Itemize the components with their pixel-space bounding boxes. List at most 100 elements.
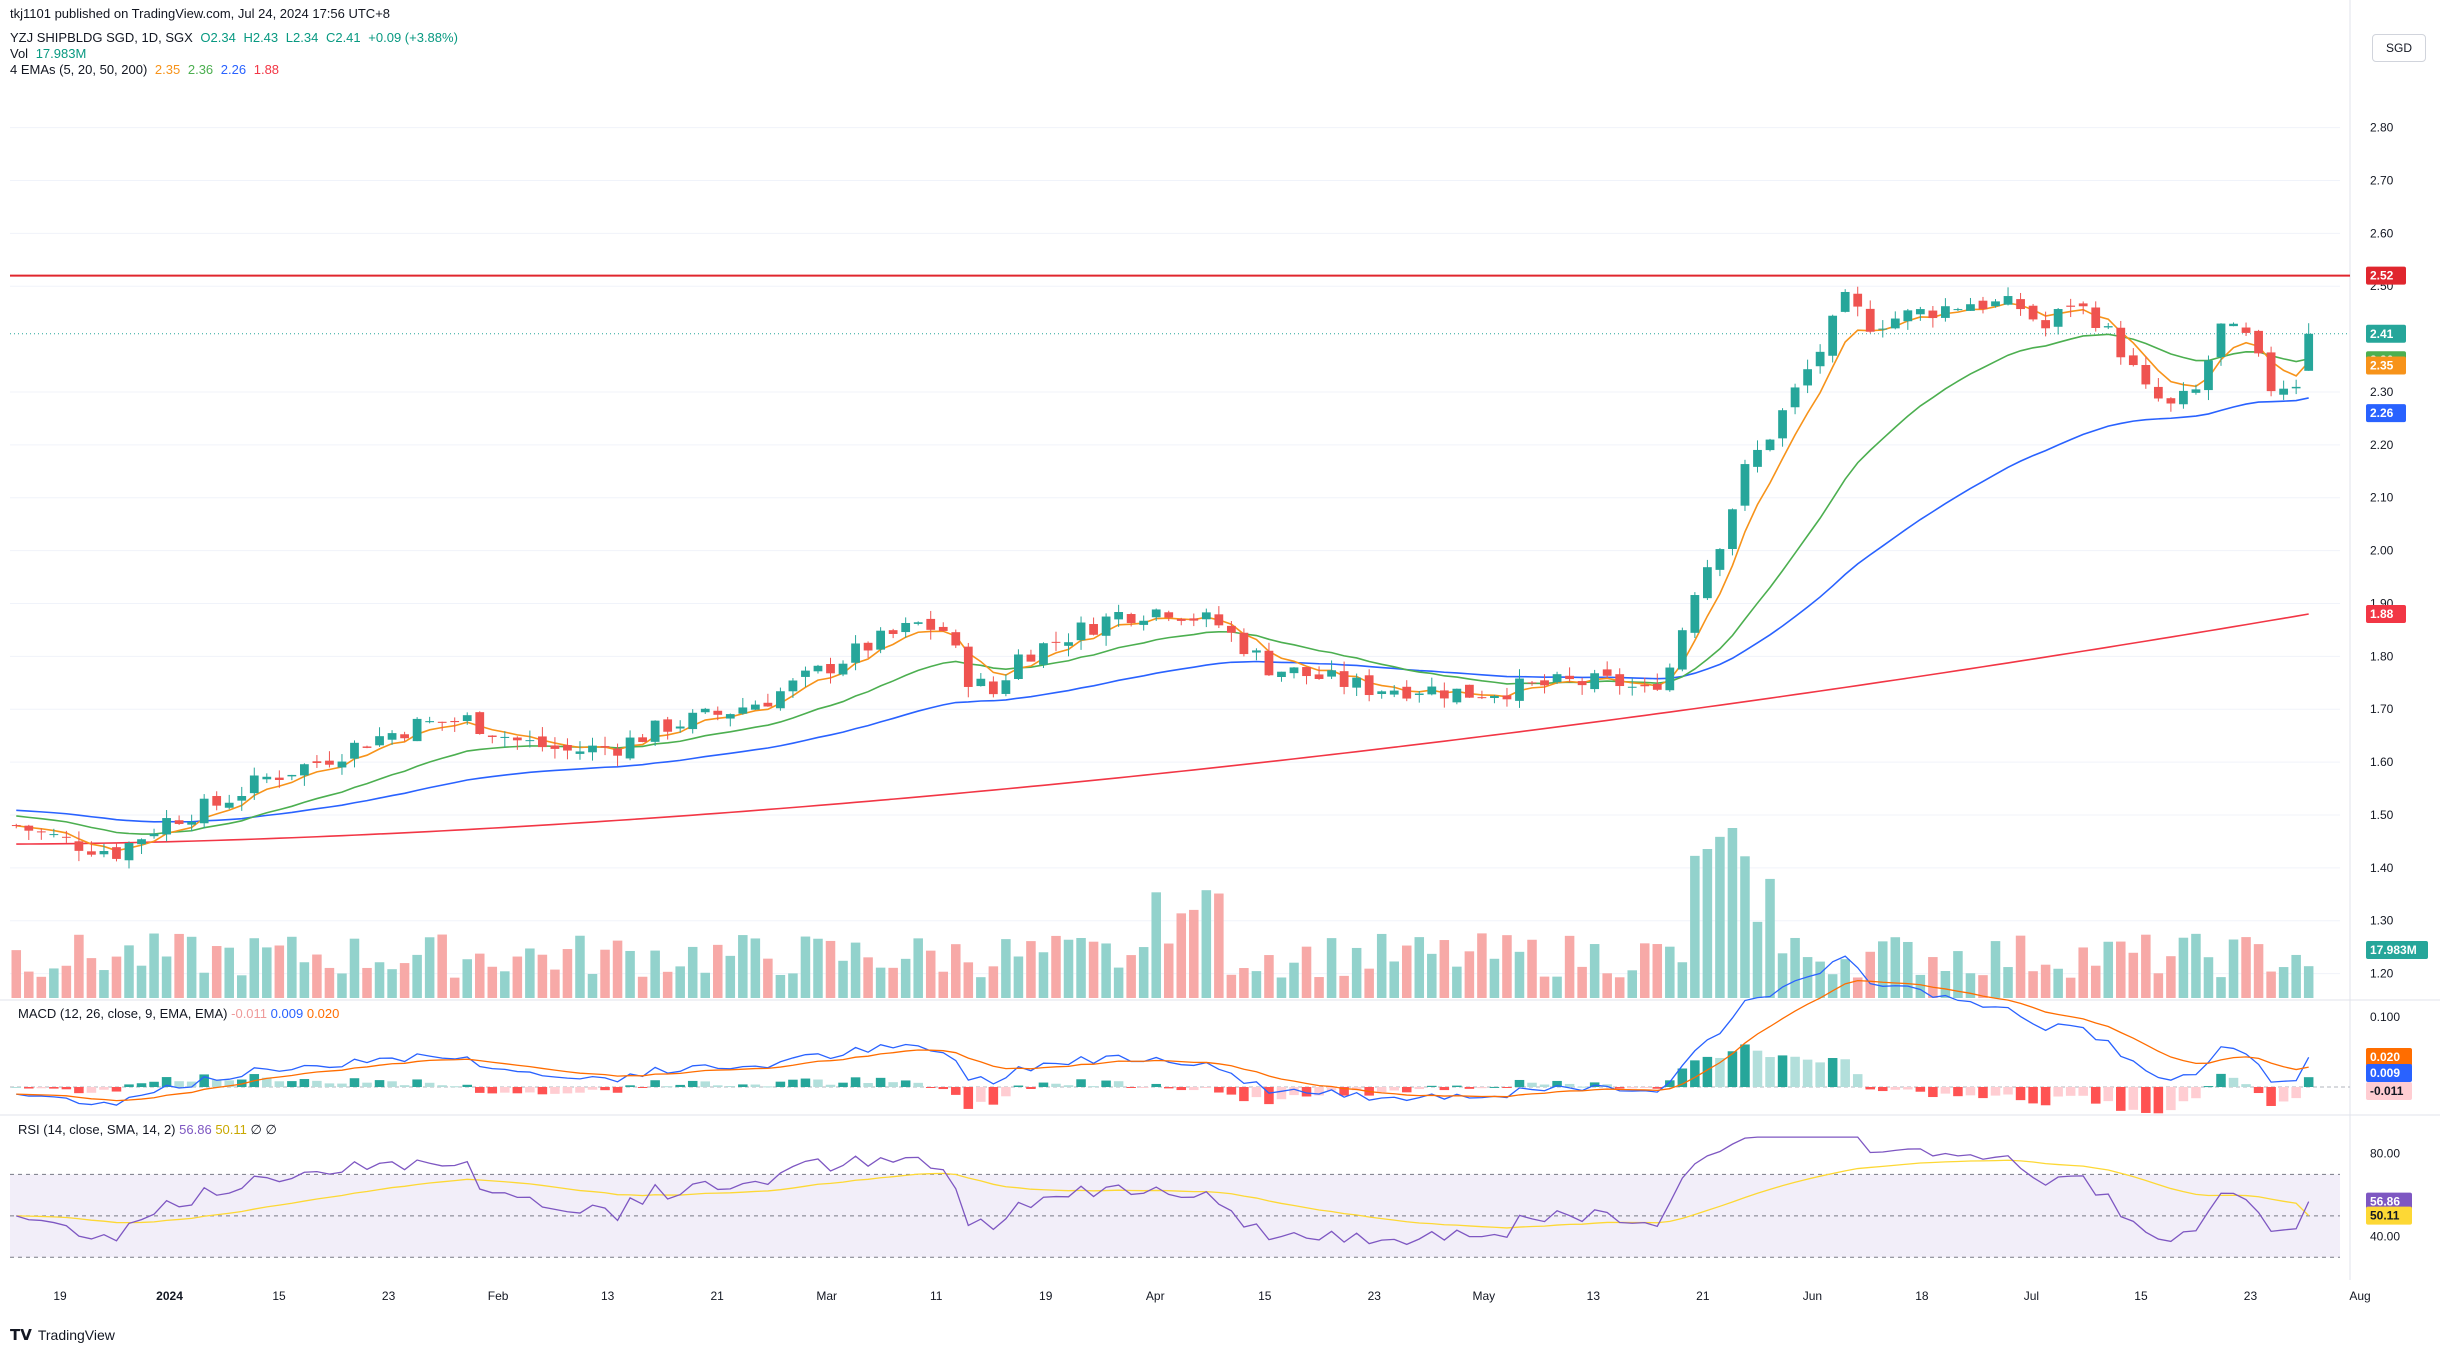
macd-histogram-bar bbox=[1214, 1087, 1224, 1093]
candle-body bbox=[137, 839, 146, 845]
volume-bar bbox=[1840, 959, 1850, 998]
macd-histogram-bar bbox=[111, 1087, 122, 1092]
candle-body bbox=[1853, 293, 1863, 307]
candle-body bbox=[212, 796, 222, 806]
publisher-line: tkj1101 published on TradingView.com, Ju… bbox=[10, 6, 391, 21]
volume-bar bbox=[1527, 939, 1537, 998]
macd-histogram-bar bbox=[500, 1087, 510, 1093]
macd-histogram-bar bbox=[1965, 1087, 1976, 1096]
volume-bar bbox=[963, 962, 974, 998]
volume-bar bbox=[1264, 955, 1274, 998]
volume-bar bbox=[1652, 944, 1663, 998]
candle-body bbox=[951, 632, 961, 646]
volume-bar bbox=[1878, 941, 1888, 998]
macd-histogram-bar bbox=[1289, 1087, 1299, 1096]
volume-bar bbox=[1038, 952, 1049, 998]
macd-histogram-bar bbox=[1376, 1087, 1387, 1093]
candle-body bbox=[688, 712, 698, 730]
ema200-value: 1.88 bbox=[253, 62, 280, 77]
candle-body bbox=[2091, 307, 2101, 328]
volume-bar bbox=[1552, 976, 1562, 998]
candle-body bbox=[412, 718, 422, 742]
macd-histogram-bar bbox=[262, 1077, 272, 1087]
candle-body bbox=[74, 841, 84, 851]
macd-histogram-bar bbox=[337, 1083, 347, 1087]
candle-body bbox=[1966, 304, 1975, 311]
volume-label[interactable]: Vol bbox=[10, 46, 29, 61]
volume-bar bbox=[838, 960, 848, 998]
macd-histogram-bar bbox=[1001, 1087, 1011, 1097]
candle-body bbox=[2153, 386, 2163, 399]
symbol-name[interactable]: YZJ SHIPBLDG SGD, 1D, SGX bbox=[10, 30, 193, 45]
candle-body bbox=[876, 630, 886, 650]
macd-histogram-bar bbox=[1176, 1087, 1187, 1091]
candle-body bbox=[1176, 618, 1186, 621]
volume-bar bbox=[1965, 973, 1976, 998]
volume-bar bbox=[512, 956, 523, 998]
tradingview-brand[interactable]: TV TradingView bbox=[10, 1326, 115, 1344]
volume-bar bbox=[1301, 946, 1312, 998]
candle-body bbox=[750, 704, 760, 710]
macd-histogram-bar bbox=[1665, 1080, 1675, 1087]
price-tick-label: 1.20 bbox=[2370, 967, 2394, 981]
volume-bar bbox=[1113, 967, 1124, 998]
volume-bar bbox=[111, 956, 122, 998]
rsi-ma-value: 50.11 bbox=[215, 1122, 247, 1137]
candle-body bbox=[1277, 671, 1286, 678]
candle-body bbox=[1302, 667, 1311, 677]
macd-histogram-bar bbox=[86, 1087, 97, 1093]
volume-bar bbox=[1151, 892, 1161, 998]
volume-bar bbox=[1903, 941, 1913, 998]
macd-value: 0.009 bbox=[270, 1006, 304, 1021]
volume-bar bbox=[1627, 970, 1637, 998]
price-tick-label: 2.80 bbox=[2370, 121, 2394, 135]
candle-body bbox=[124, 843, 134, 861]
x-axis-label: Aug bbox=[2349, 1289, 2370, 1303]
candle-body bbox=[588, 745, 597, 753]
macd-histogram-bar bbox=[1752, 1050, 1763, 1087]
macd-histogram-bar bbox=[1314, 1087, 1324, 1096]
candle-body bbox=[1991, 301, 2000, 307]
macd-histogram-bar bbox=[24, 1087, 34, 1089]
candle-body bbox=[350, 742, 359, 759]
volume-bar bbox=[1677, 962, 1688, 998]
macd-histogram-bar bbox=[324, 1083, 335, 1087]
candle-body bbox=[199, 798, 209, 824]
macd-histogram-bar bbox=[1401, 1087, 1412, 1093]
candle-body bbox=[2141, 365, 2151, 385]
volume-bar bbox=[99, 970, 109, 998]
candle-body bbox=[776, 691, 785, 709]
macd-histogram-bar bbox=[550, 1087, 560, 1094]
candle-body bbox=[362, 746, 372, 748]
macd-histogram-bar bbox=[1928, 1087, 1938, 1098]
volume-value: 17.983M bbox=[35, 46, 87, 61]
candle-body bbox=[1565, 675, 1574, 680]
volume-bar bbox=[850, 942, 861, 998]
ema-label[interactable]: 4 EMAs (5, 20, 50, 200) bbox=[10, 62, 148, 77]
x-axis-label: 13 bbox=[1587, 1289, 1601, 1303]
macd-histogram-bar bbox=[1990, 1087, 2001, 1096]
volume-bar bbox=[1752, 921, 1763, 998]
volume-bar bbox=[1564, 935, 1575, 998]
volume-bar bbox=[387, 969, 397, 998]
candle-body bbox=[538, 736, 547, 748]
macd-histogram-bar bbox=[1539, 1084, 1550, 1087]
volume-bar bbox=[550, 969, 560, 998]
macd-histogram-bar bbox=[1326, 1087, 1337, 1091]
volume-bar bbox=[1289, 962, 1299, 998]
volume-bar bbox=[825, 940, 836, 998]
macd-histogram-bar bbox=[713, 1085, 723, 1087]
volume-bar bbox=[1502, 935, 1512, 998]
macd-label[interactable]: MACD (12, 26, close, 9, EMA, EMA) bbox=[18, 1006, 228, 1021]
candle-body bbox=[1214, 614, 1224, 626]
candle-body bbox=[262, 776, 272, 780]
macd-histogram-bar bbox=[1489, 1086, 1500, 1088]
candle-body bbox=[2291, 386, 2301, 389]
candle-body bbox=[963, 646, 973, 687]
rsi-label[interactable]: RSI (14, close, SMA, 14, 2) bbox=[18, 1122, 176, 1137]
volume-bar bbox=[1389, 961, 1399, 998]
macd-signal-value: 0.020 bbox=[306, 1006, 340, 1021]
candle-body bbox=[1490, 695, 1499, 698]
currency-button[interactable]: SGD bbox=[2372, 34, 2426, 62]
